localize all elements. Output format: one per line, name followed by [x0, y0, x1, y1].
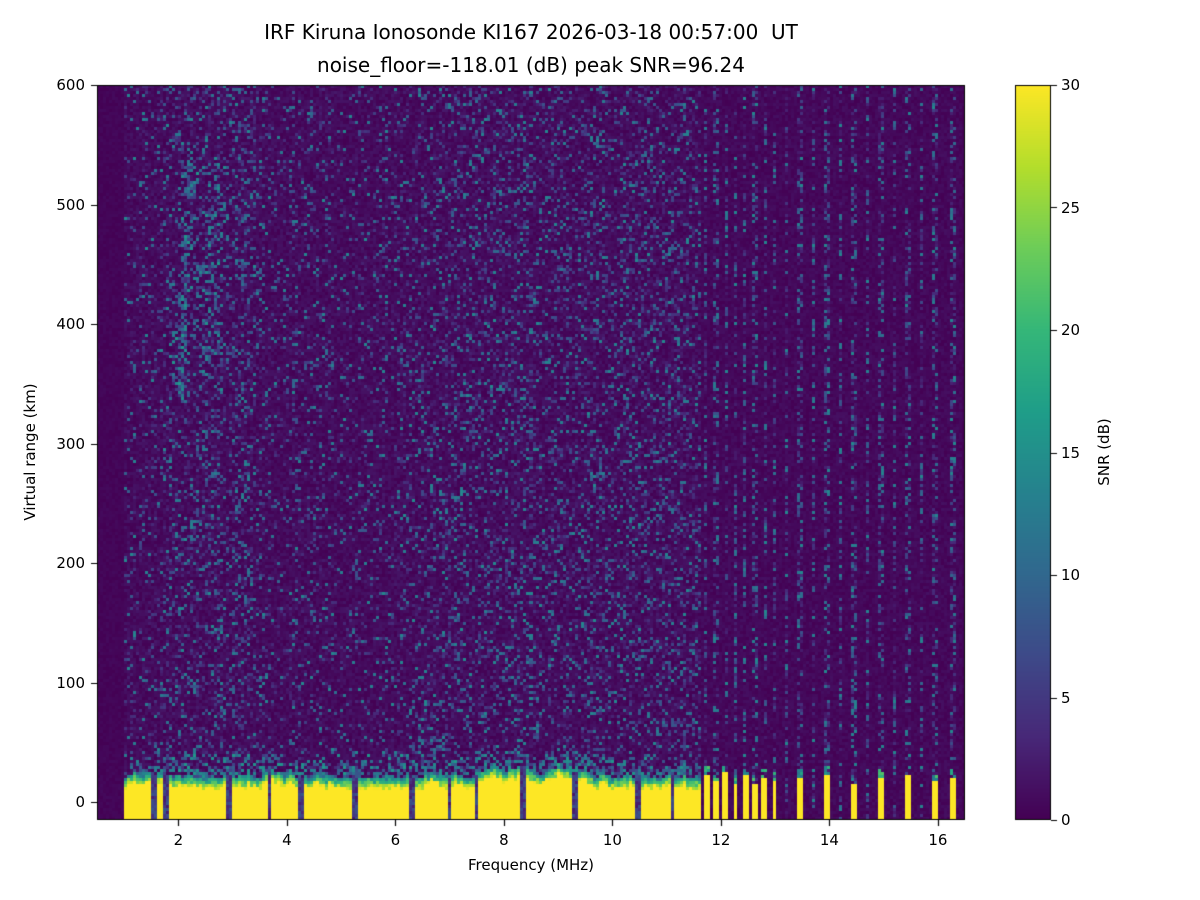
xtick-label: 8	[499, 831, 509, 849]
xtick-label: 10	[602, 831, 622, 849]
cbtick-label: 10	[1061, 566, 1081, 584]
ytick-label: 300	[56, 434, 85, 453]
cbtick-label: 25	[1061, 198, 1081, 217]
cbtick-label: 20	[1061, 321, 1081, 339]
ytick-label: 200	[56, 554, 85, 573]
x-axis-label: Frequency (MHz)	[467, 856, 595, 874]
cbtick-label: 15	[1061, 443, 1081, 462]
xtick-label: 14	[819, 831, 839, 849]
cbtick-label: 0	[1061, 811, 1071, 829]
ytick-label: 400	[56, 315, 85, 334]
chart-subtitle: noise_floor=-118.01 (dB) peak SNR=96.24	[317, 53, 745, 77]
ytick-label: 600	[56, 76, 85, 94]
ytick-label: 0	[75, 793, 85, 812]
cbtick-label: 5	[1061, 688, 1071, 707]
xtick-label: 2	[173, 831, 184, 849]
ytick-label: 500	[56, 195, 85, 214]
xtick-label: 16	[928, 831, 948, 849]
cbtick-label: 30	[1061, 76, 1081, 94]
xtick-label: 6	[390, 831, 401, 849]
xtick-label: 12	[711, 831, 731, 849]
chart-title: IRF Kiruna Ionosonde KI167 2026-03-18 00…	[264, 20, 798, 44]
xtick-label: 4	[282, 831, 292, 849]
ytick-label: 100	[56, 673, 85, 692]
